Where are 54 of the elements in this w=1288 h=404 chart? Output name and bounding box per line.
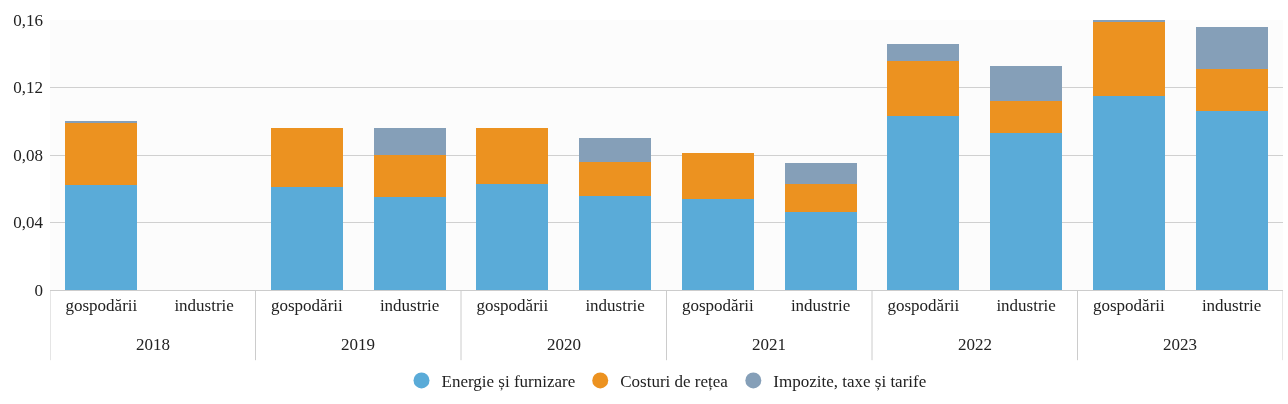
y-tick-label: 0 [34,280,43,300]
bar [887,60,960,117]
bar [1195,111,1268,290]
text: 2020 [547,335,581,354]
bar [1195,26,1268,69]
text: 2022 [958,335,992,354]
bar [990,101,1063,134]
bar [1195,68,1268,112]
x-tick-label: gospodării [681,296,755,316]
bar [887,43,960,61]
x-tick-label: industrie [585,296,645,316]
bar [887,116,960,290]
bar [990,133,1063,290]
bar [1092,95,1165,290]
bar [476,183,549,290]
x-tick-label: industrie [174,296,234,316]
bar [65,185,138,290]
x-tick-label: industrie [1201,296,1262,316]
x-tick-label: industrie [996,296,1056,316]
y-tick-label: 0,04 [13,213,44,233]
x-tick-label: industrie [790,296,851,316]
x-tick-label: gospodării [65,296,138,316]
bar [270,187,343,290]
x-tick-label: gospodării [476,296,549,316]
bar [1092,21,1165,96]
bar [579,195,652,290]
y-tick-label: 0,12 [13,78,43,98]
x-tick-label: gospodării [270,296,344,316]
x-tick-label: industrie [379,296,440,316]
x-tick-label: gospodării [1092,296,1166,316]
bar [373,197,446,290]
bar [476,128,549,184]
bar [681,198,754,290]
bar [65,122,138,186]
bar [784,212,857,290]
text: 2021 [752,335,786,354]
bar [681,153,754,199]
legend-label: Impozite, taxe și tarife [773,372,927,392]
bar [784,183,857,213]
bar [784,163,857,184]
bar [270,128,343,188]
text: 2019 [341,335,375,354]
y-tick-label: 0,16 [13,10,43,30]
bar [373,128,446,155]
text: 2023 [1163,335,1197,354]
x-tick-label: gospodării [887,296,960,316]
bar [579,161,652,196]
legend-label: Costuri de rețea [620,372,729,392]
legend-label: Energie și furnizare [441,372,576,392]
bar [373,155,446,198]
text: 2018 [136,335,170,354]
bar [579,138,652,162]
bar [990,65,1063,101]
y-tick-label: 0,08 [13,145,43,165]
